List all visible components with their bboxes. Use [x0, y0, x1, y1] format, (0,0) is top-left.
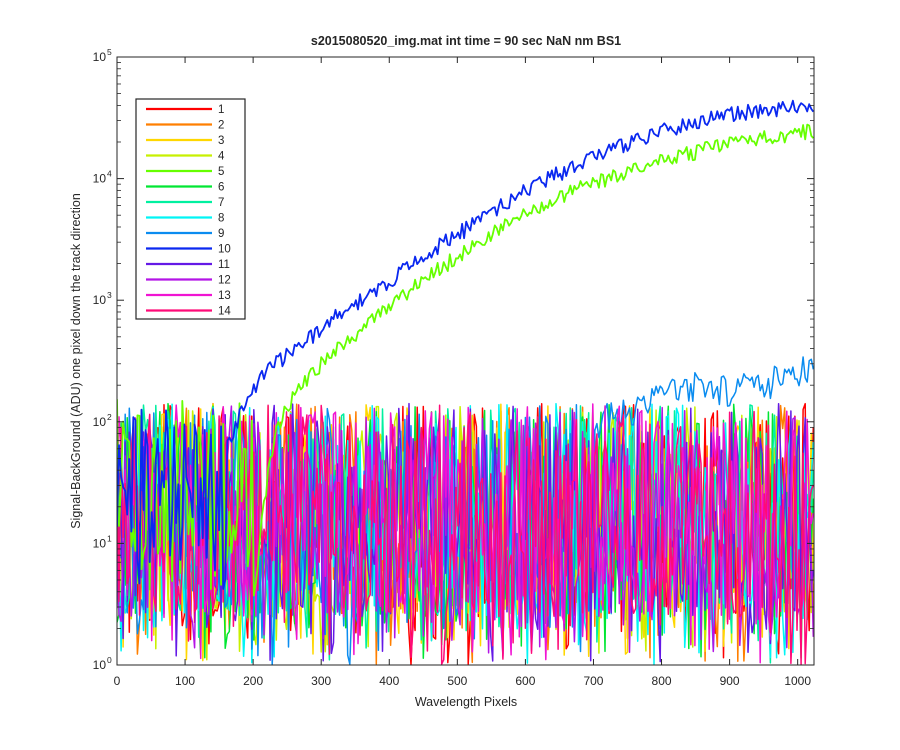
y-tick-label-exponent: 3: [107, 290, 112, 300]
y-tick-label: 10: [93, 658, 107, 672]
y-tick-label-exponent: 5: [107, 47, 112, 57]
axes-box: [116, 56, 815, 666]
series-layer: [117, 99, 814, 665]
legend-label-11: 11: [218, 259, 230, 271]
x-axis-ticks: 0 100 200 300 400 500 600 700 800 900 1000: [114, 57, 811, 688]
y-tick-label: 10: [93, 415, 107, 429]
legend-label-8: 8: [218, 213, 224, 225]
y-tick-label: 10: [93, 172, 107, 186]
series-line-10: [117, 99, 814, 590]
x-tick-label: 100: [175, 674, 195, 688]
legend-label-10: 10: [218, 244, 231, 256]
legend-box: [135, 98, 246, 320]
legend-label-1: 1: [218, 104, 224, 116]
x-tick-label: 200: [243, 674, 263, 688]
y-tick-label-exponent: 2: [107, 412, 112, 422]
legend-label-4: 4: [218, 151, 225, 163]
legend-label-13: 13: [218, 290, 231, 302]
y-tick-label-exponent: 1: [107, 533, 112, 543]
x-tick-label: 0: [114, 674, 121, 688]
legend-label-3: 3: [218, 135, 224, 147]
legend-label-5: 5: [218, 166, 224, 178]
legend-label-9: 9: [218, 228, 224, 240]
x-tick-label: 800: [652, 674, 672, 688]
x-axis-label: Wavelength Pixels: [415, 695, 517, 709]
x-tick-label: 400: [379, 674, 399, 688]
y-tick-label: 10: [93, 293, 107, 307]
y-tick-label-exponent: 0: [107, 655, 112, 665]
x-tick-label: 300: [311, 674, 331, 688]
x-tick-label: 500: [447, 674, 467, 688]
legend-label-7: 7: [218, 197, 224, 209]
series-line-5: [117, 123, 814, 597]
series-line-14: [117, 404, 814, 665]
chart-title: s2015080520_img.mat int time = 90 sec Na…: [311, 34, 621, 48]
y-tick-label-exponent: 4: [107, 169, 112, 179]
legend-label-14: 14: [218, 306, 231, 318]
x-tick-label: 600: [515, 674, 535, 688]
legend-label-6: 6: [218, 182, 224, 194]
y-tick-label: 10: [93, 50, 107, 64]
x-tick-label: 900: [720, 674, 740, 688]
x-tick-label: 700: [583, 674, 603, 688]
legend-label-12: 12: [218, 275, 231, 287]
y-tick-label: 10: [93, 536, 107, 550]
x-tick-label: 1000: [784, 674, 811, 688]
legend-label-2: 2: [218, 120, 224, 132]
y-axis-label: Signal-BackGround (ADU) one pixel down t…: [69, 193, 83, 529]
